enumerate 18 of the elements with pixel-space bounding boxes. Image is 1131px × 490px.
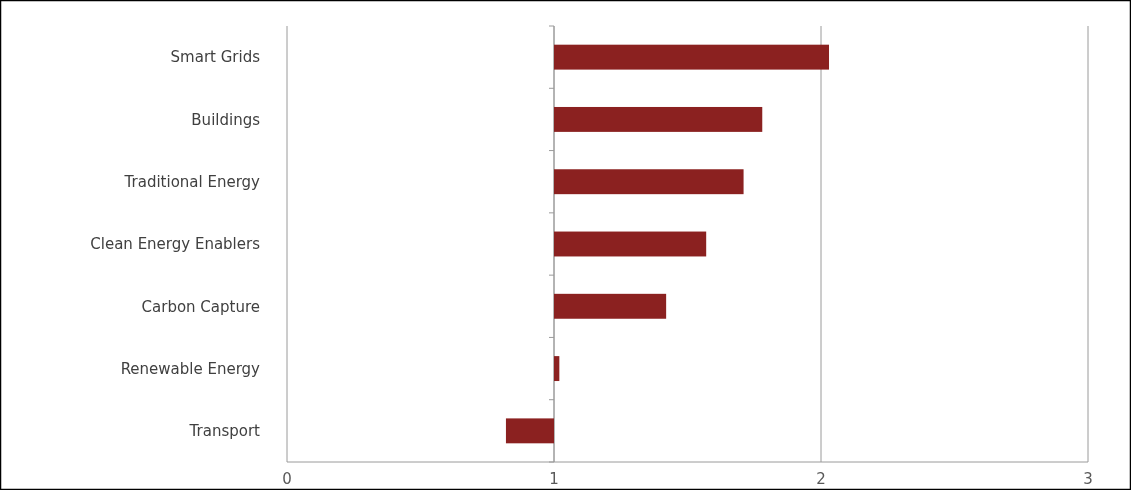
bar (554, 293, 667, 319)
y-tick-label: Clean Energy Enablers (90, 235, 261, 254)
bar (554, 356, 560, 382)
bar (554, 169, 744, 195)
y-tick-label: Transport (188, 422, 261, 441)
y-tick-label: Traditional Energy (123, 172, 261, 191)
y-tick-label: Buildings (191, 110, 261, 129)
x-tick-label: 3 (1083, 470, 1093, 488)
x-tick-label: 0 (282, 470, 292, 488)
y-tick-label: Smart Grids (170, 48, 261, 67)
y-tick-label: Renewable Energy (120, 359, 261, 378)
bar (554, 106, 763, 132)
y-tick-label: Carbon Capture (141, 297, 260, 316)
bar (505, 418, 554, 444)
x-tick-label: 1 (549, 470, 559, 488)
x-tick-label: 2 (816, 470, 826, 488)
bar (554, 231, 707, 257)
bar (554, 44, 830, 70)
